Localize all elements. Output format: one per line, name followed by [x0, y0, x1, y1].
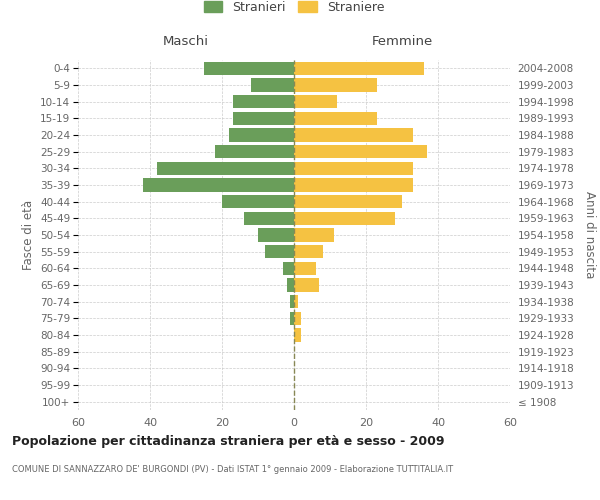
Bar	[294, 312, 301, 325]
Bar	[294, 78, 377, 92]
Text: Popolazione per cittadinanza straniera per età e sesso - 2009: Popolazione per cittadinanza straniera p…	[12, 435, 445, 448]
Bar	[294, 245, 323, 258]
Bar	[222, 195, 294, 208]
Bar	[294, 278, 319, 291]
Bar	[287, 278, 294, 291]
Bar	[294, 195, 402, 208]
Bar	[294, 62, 424, 75]
Bar	[294, 328, 301, 342]
Bar	[294, 262, 316, 275]
Bar	[290, 312, 294, 325]
Legend: Stranieri, Straniere: Stranieri, Straniere	[199, 0, 389, 19]
Bar	[204, 62, 294, 75]
Bar	[294, 178, 413, 192]
Bar	[157, 162, 294, 175]
Bar	[294, 212, 395, 225]
Bar	[294, 95, 337, 108]
Bar	[294, 228, 334, 241]
Bar	[283, 262, 294, 275]
Bar	[294, 162, 413, 175]
Text: Maschi: Maschi	[163, 36, 209, 49]
Text: COMUNE DI SANNAZZARO DE' BURGONDI (PV) - Dati ISTAT 1° gennaio 2009 - Elaborazio: COMUNE DI SANNAZZARO DE' BURGONDI (PV) -…	[12, 465, 453, 474]
Bar	[244, 212, 294, 225]
Bar	[294, 295, 298, 308]
Bar	[294, 112, 377, 125]
Bar	[229, 128, 294, 141]
Bar	[294, 145, 427, 158]
Bar	[265, 245, 294, 258]
Bar	[233, 112, 294, 125]
Y-axis label: Anni di nascita: Anni di nascita	[583, 192, 596, 278]
Bar	[143, 178, 294, 192]
Bar	[290, 295, 294, 308]
Text: Femmine: Femmine	[371, 36, 433, 49]
Bar	[294, 128, 413, 141]
Bar	[233, 95, 294, 108]
Bar	[251, 78, 294, 92]
Y-axis label: Fasce di età: Fasce di età	[22, 200, 35, 270]
Bar	[215, 145, 294, 158]
Bar	[258, 228, 294, 241]
